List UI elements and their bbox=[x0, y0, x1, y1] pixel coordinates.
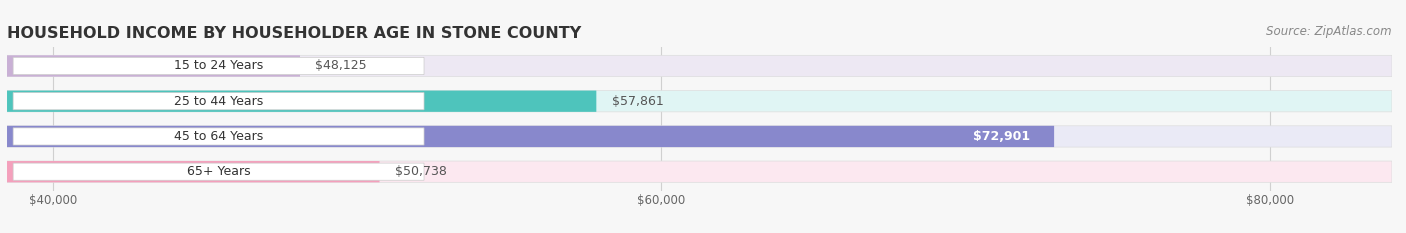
FancyBboxPatch shape bbox=[7, 161, 1392, 182]
FancyBboxPatch shape bbox=[7, 91, 1392, 112]
Text: 45 to 64 Years: 45 to 64 Years bbox=[174, 130, 263, 143]
FancyBboxPatch shape bbox=[7, 55, 299, 77]
FancyBboxPatch shape bbox=[7, 161, 380, 182]
Text: $57,861: $57,861 bbox=[612, 95, 664, 108]
Text: $72,901: $72,901 bbox=[973, 130, 1029, 143]
FancyBboxPatch shape bbox=[13, 128, 425, 145]
FancyBboxPatch shape bbox=[7, 55, 1392, 77]
FancyBboxPatch shape bbox=[7, 91, 596, 112]
FancyBboxPatch shape bbox=[7, 126, 1054, 147]
FancyBboxPatch shape bbox=[13, 163, 425, 180]
Text: 65+ Years: 65+ Years bbox=[187, 165, 250, 178]
Text: HOUSEHOLD INCOME BY HOUSEHOLDER AGE IN STONE COUNTY: HOUSEHOLD INCOME BY HOUSEHOLDER AGE IN S… bbox=[7, 26, 581, 41]
FancyBboxPatch shape bbox=[7, 126, 1392, 147]
Text: Source: ZipAtlas.com: Source: ZipAtlas.com bbox=[1267, 25, 1392, 38]
Text: 15 to 24 Years: 15 to 24 Years bbox=[174, 59, 263, 72]
FancyBboxPatch shape bbox=[13, 93, 425, 110]
Text: $50,738: $50,738 bbox=[395, 165, 447, 178]
Text: 25 to 44 Years: 25 to 44 Years bbox=[174, 95, 263, 108]
Text: $48,125: $48,125 bbox=[315, 59, 367, 72]
FancyBboxPatch shape bbox=[13, 57, 425, 75]
